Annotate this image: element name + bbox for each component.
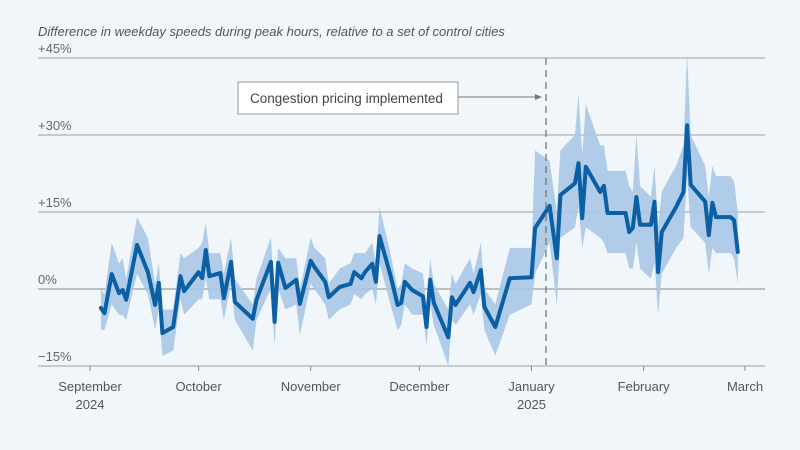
arrowhead-icon — [534, 94, 542, 100]
y-tick-label: +30% — [38, 118, 72, 133]
x-tick-label: December — [389, 379, 450, 394]
x-tick-label: February — [618, 379, 671, 394]
speed-difference-line — [98, 123, 740, 340]
x-tick-label: January — [508, 379, 555, 394]
x-tick-label: November — [281, 379, 342, 394]
chart-title: Difference in weekday speeds during peak… — [38, 24, 505, 39]
y-tick-label: +15% — [38, 195, 72, 210]
x-tick-label: September — [58, 379, 122, 394]
y-tick-label: +45% — [38, 41, 72, 56]
annotation-text: Congestion pricing implemented — [250, 91, 443, 106]
annotation-box — [237, 81, 459, 115]
x-tick-label: March — [727, 379, 763, 394]
x-tick-year-label: 2025 — [517, 397, 546, 412]
x-tick-label: October — [175, 379, 222, 394]
y-tick-label: −15% — [38, 349, 72, 364]
y-tick-label: 0% — [38, 272, 57, 287]
x-tick-year-label: 2024 — [76, 397, 105, 412]
